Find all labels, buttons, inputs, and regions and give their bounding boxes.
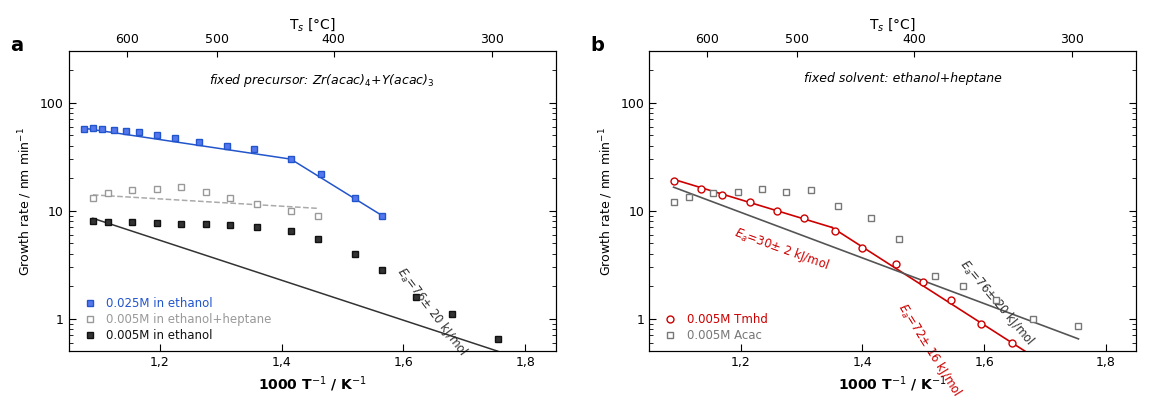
Legend: 0.005M Tmhd, 0.005M Acac: 0.005M Tmhd, 0.005M Acac bbox=[655, 309, 771, 345]
Text: b: b bbox=[590, 36, 604, 55]
Text: $E_a$=30± 2 kJ/mol: $E_a$=30± 2 kJ/mol bbox=[732, 224, 831, 274]
X-axis label: 1000 T$^{-1}$ / K$^{-1}$: 1000 T$^{-1}$ / K$^{-1}$ bbox=[838, 375, 947, 394]
Text: $E_a$=76± 20 kJ/mol: $E_a$=76± 20 kJ/mol bbox=[393, 264, 470, 360]
Text: $E_a$=72± 16 kJ/mol: $E_a$=72± 16 kJ/mol bbox=[894, 300, 965, 399]
Text: $E_a$=76± 20 kJ/mol: $E_a$=76± 20 kJ/mol bbox=[956, 256, 1038, 349]
Legend: 0.025M in ethanol, 0.005M in ethanol+heptane, 0.005M in ethanol: 0.025M in ethanol, 0.005M in ethanol+hep… bbox=[75, 293, 276, 345]
X-axis label: T$_s$ [°C]: T$_s$ [°C] bbox=[288, 17, 336, 33]
X-axis label: 1000 T$^{-1}$ / K$^{-1}$: 1000 T$^{-1}$ / K$^{-1}$ bbox=[258, 375, 367, 394]
Y-axis label: Growth rate / nm min$^{-1}$: Growth rate / nm min$^{-1}$ bbox=[16, 127, 35, 275]
Text: fixed solvent: ethanol+heptane: fixed solvent: ethanol+heptane bbox=[804, 72, 1002, 85]
Text: a: a bbox=[10, 36, 23, 55]
Y-axis label: Growth rate / nm min$^{-1}$: Growth rate / nm min$^{-1}$ bbox=[597, 127, 615, 275]
Text: fixed precursor: Zr(acac)$_4$+Y(acac)$_3$: fixed precursor: Zr(acac)$_4$+Y(acac)$_3… bbox=[209, 72, 435, 89]
X-axis label: T$_s$ [°C]: T$_s$ [°C] bbox=[869, 17, 917, 33]
